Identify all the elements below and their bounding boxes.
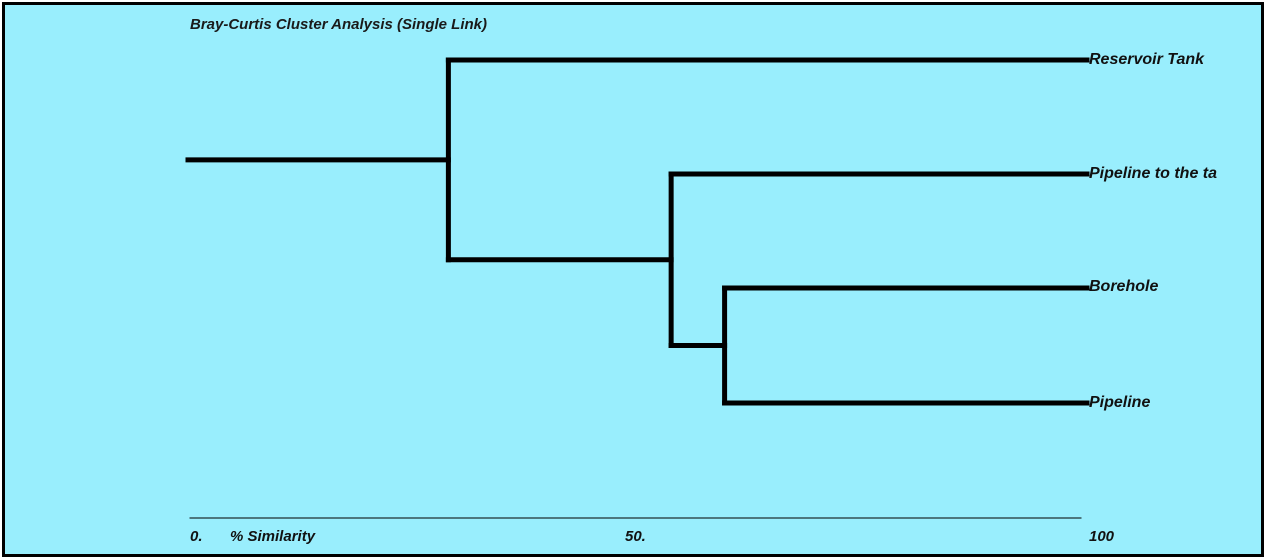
- axis-title: % Similarity: [230, 528, 316, 545]
- dendrogram-svg: [185, 57, 1090, 519]
- leaf-label-reservoir-tank: Reservoir Tank: [1089, 51, 1205, 68]
- leaf-label-borehole: Borehole: [1089, 278, 1159, 295]
- axis-mid-label: 50.: [625, 528, 646, 545]
- leaf-label-pipeline-to-tank: Pipeline to the ta: [1089, 165, 1218, 182]
- chart-title: Bray-Curtis Cluster Analysis (Single Lin…: [190, 16, 488, 33]
- axis-min-label: 0.: [190, 528, 203, 545]
- leaf-label-pipeline: Pipeline: [1089, 394, 1151, 411]
- axis-max-label: 100: [1089, 528, 1115, 545]
